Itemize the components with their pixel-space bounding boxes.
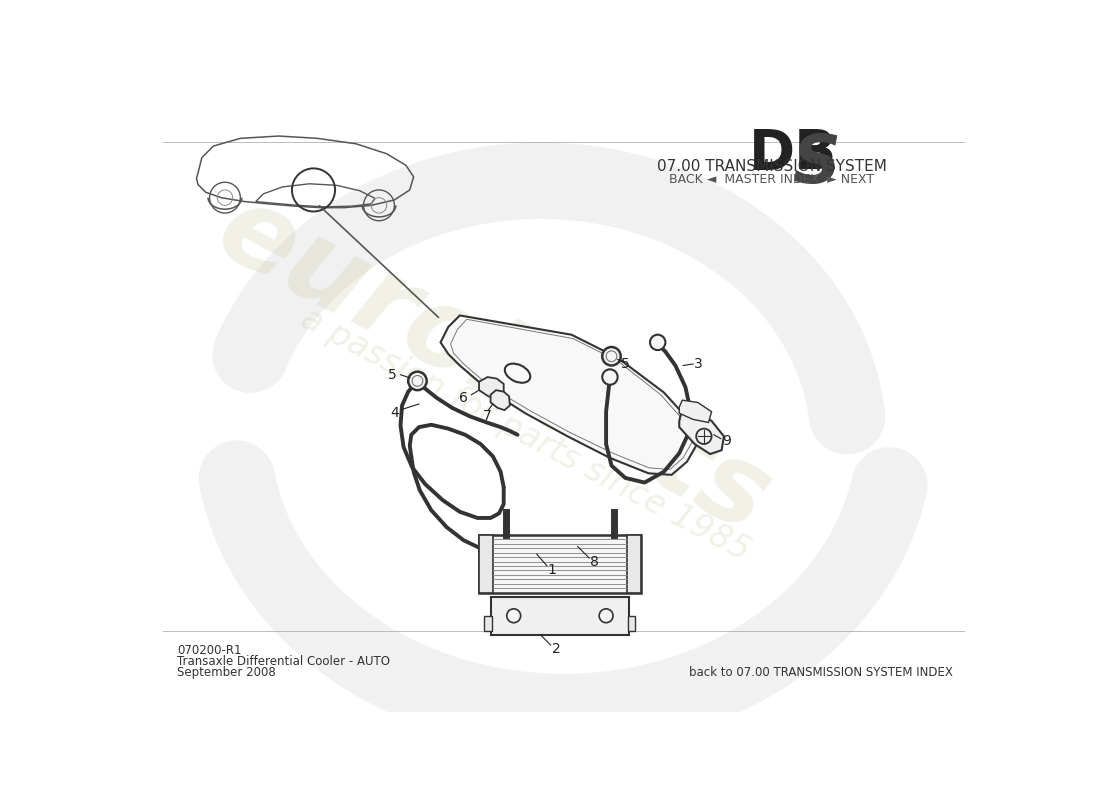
Text: 8: 8: [590, 555, 600, 569]
Text: 9: 9: [723, 434, 732, 448]
Text: a passion for parts since 1985: a passion for parts since 1985: [295, 302, 756, 568]
Text: DB: DB: [749, 126, 837, 181]
Bar: [627, 535, 640, 593]
Text: 1: 1: [548, 562, 557, 577]
Circle shape: [603, 370, 618, 385]
Text: 5: 5: [621, 357, 629, 371]
Text: 070200-R1: 070200-R1: [177, 644, 242, 658]
Circle shape: [507, 609, 520, 622]
Polygon shape: [680, 410, 724, 454]
Circle shape: [603, 347, 620, 366]
Text: 5: 5: [388, 368, 397, 382]
Bar: [480, 535, 640, 593]
Bar: [491, 597, 629, 635]
Polygon shape: [491, 390, 510, 410]
Text: BACK ◄  MASTER INDEX  ► NEXT: BACK ◄ MASTER INDEX ► NEXT: [669, 173, 874, 186]
Bar: [628, 616, 636, 631]
Text: back to 07.00 TRANSMISSION SYSTEM INDEX: back to 07.00 TRANSMISSION SYSTEM INDEX: [689, 666, 953, 678]
Text: 6: 6: [459, 391, 469, 405]
Text: 7: 7: [483, 409, 491, 422]
Text: 2: 2: [552, 642, 560, 656]
Text: Transaxle Differential Cooler - AUTO: Transaxle Differential Cooler - AUTO: [177, 655, 390, 668]
Polygon shape: [680, 400, 712, 422]
Polygon shape: [440, 315, 703, 475]
Text: 07.00 TRANSMISSION SYSTEM: 07.00 TRANSMISSION SYSTEM: [657, 159, 887, 174]
Text: euroParts: euroParts: [200, 175, 789, 556]
Text: 3: 3: [694, 357, 703, 371]
Text: 4: 4: [390, 406, 398, 420]
Polygon shape: [480, 377, 504, 398]
Text: September 2008: September 2008: [177, 666, 276, 678]
Circle shape: [650, 334, 666, 350]
Text: S: S: [793, 130, 842, 197]
Bar: [484, 616, 492, 631]
Bar: [480, 535, 493, 593]
Circle shape: [696, 429, 712, 444]
Circle shape: [408, 372, 427, 390]
Circle shape: [600, 609, 613, 622]
